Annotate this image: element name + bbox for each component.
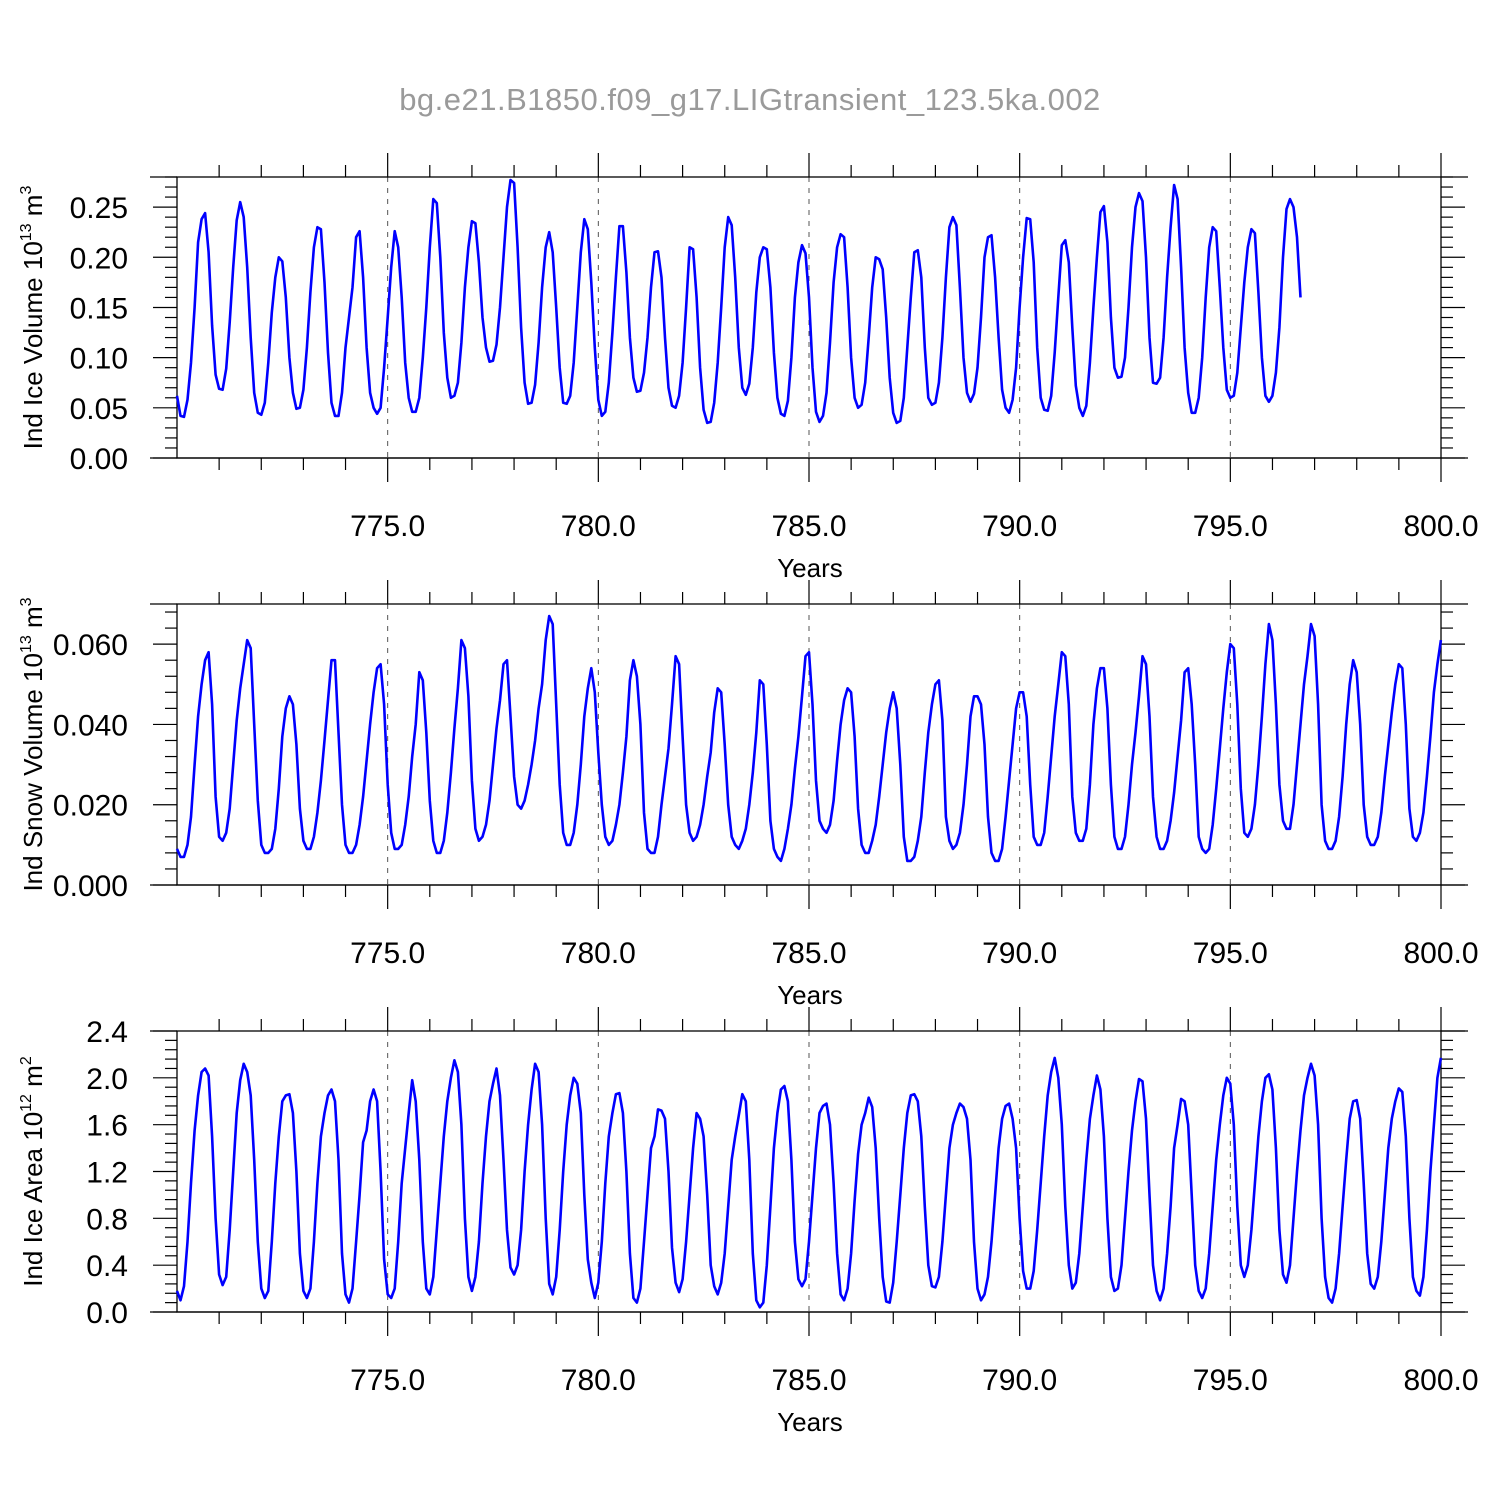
y-tick-label: 2.0 <box>86 1063 128 1096</box>
x-tick-label: 775.0 <box>350 510 425 543</box>
y-tick-label: 0.05 <box>70 393 128 426</box>
x-tick-label: 795.0 <box>1193 1364 1268 1397</box>
y-tick-label: 0.060 <box>53 629 128 662</box>
y-axis-label: Ind Ice Area 1012 m2 <box>18 1056 48 1287</box>
plot-frame <box>176 603 1442 886</box>
x-tick-label: 785.0 <box>771 510 846 543</box>
y-tick-label: 0.000 <box>53 870 128 903</box>
x-tick-label: 800.0 <box>1403 937 1478 970</box>
x-tick-label: 775.0 <box>350 1364 425 1397</box>
y-tick-label: 0.20 <box>70 242 128 275</box>
series-line <box>175 1056 1443 1309</box>
x-tick-label: 775.0 <box>350 937 425 970</box>
y-tick-label: 0.020 <box>53 790 128 823</box>
ice-area-panel: 0.0 0.4 0.8 1.2 1.6 2.0 2.4 775.0 780.0 785.0 790.… <box>18 1007 1479 1437</box>
x-tick-label: 785.0 <box>771 937 846 970</box>
y-tick-label: 0.4 <box>86 1250 128 1283</box>
y-tick-label: 0.25 <box>70 192 128 225</box>
x-tick-label: 800.0 <box>1403 1364 1478 1397</box>
plot-frame <box>176 1030 1442 1313</box>
x-axis-label: Years <box>777 553 843 583</box>
y-tick-label: 1.6 <box>86 1110 128 1143</box>
x-tick-label: 790.0 <box>982 510 1057 543</box>
y-tick-label: 0.040 <box>53 709 128 742</box>
x-tick-label: 780.0 <box>561 510 636 543</box>
y-tick-label: 0.15 <box>70 292 128 325</box>
snow-volume-panel: 0.000 0.020 0.040 0.060 775.0 780.0 785.0 790.0… <box>18 580 1479 1010</box>
x-tick-label: 795.0 <box>1193 510 1268 543</box>
page-title: bg.e21.B1850.f09_g17.LIGtransient_123.5k… <box>399 82 1101 117</box>
y-tick-label: 0.0 <box>86 1297 128 1330</box>
x-tick-label: 785.0 <box>771 1364 846 1397</box>
x-tick-label: 795.0 <box>1193 937 1268 970</box>
y-axis-label: Ind Ice Volume 1013 m3 <box>18 186 48 450</box>
y-tick-label: 0.8 <box>86 1203 128 1236</box>
x-tick-label: 800.0 <box>1403 510 1478 543</box>
x-tick-label: 790.0 <box>982 937 1057 970</box>
y-tick-label: 2.4 <box>86 1016 128 1049</box>
series-line <box>175 178 1302 425</box>
ice-volume-panel: 0.00 0.05 0.10 0.15 0.20 0.25 775.0 780.0 785.0 7… <box>18 153 1479 583</box>
x-tick-label: 780.0 <box>561 1364 636 1397</box>
y-tick-label: 0.10 <box>70 343 128 376</box>
x-axis-label: Years <box>777 980 843 1010</box>
y-tick-label: 0.00 <box>70 443 128 476</box>
series-line <box>175 614 1443 863</box>
x-axis-label: Years <box>777 1407 843 1437</box>
x-tick-label: 780.0 <box>561 937 636 970</box>
x-tick-label: 790.0 <box>982 1364 1057 1397</box>
y-tick-label: 1.2 <box>86 1157 128 1190</box>
y-axis-label: Ind Snow Volume 1013 m3 <box>18 597 48 891</box>
